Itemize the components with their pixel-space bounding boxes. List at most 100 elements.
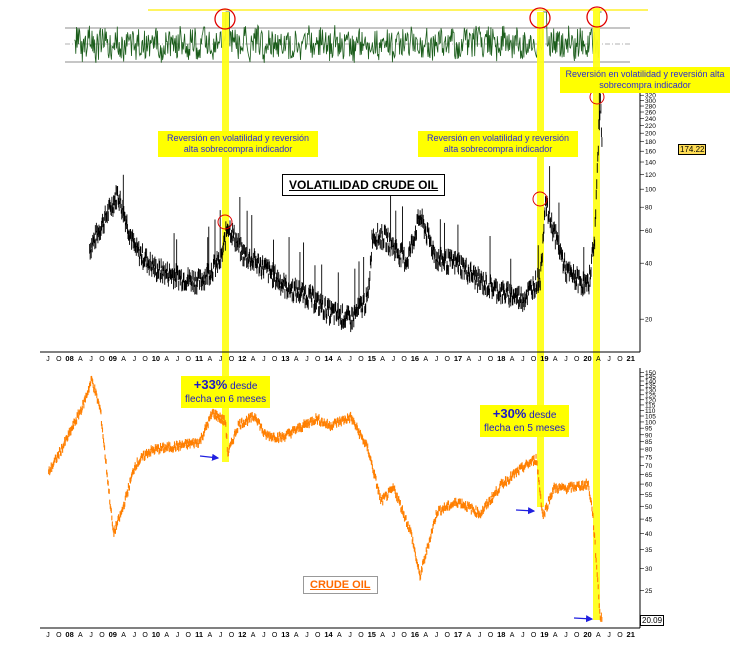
x-tick-label: J xyxy=(305,356,309,363)
x-tick-label: J xyxy=(176,356,180,363)
x-tick-label: A xyxy=(337,632,342,639)
circle-vol-2011 xyxy=(217,214,233,230)
y-tick-label: 85 xyxy=(645,439,653,446)
x-tick-label: O xyxy=(574,356,580,363)
annotation-mid: Reversión en volatilidad y reversión alt… xyxy=(418,131,578,157)
volatility-last-value: 174.22 xyxy=(678,144,707,155)
annotation-top-right-box: Reversión en volatilidad y reversión alt… xyxy=(560,67,730,93)
x-tick-label: 15 xyxy=(368,630,376,639)
x-tick-label: J xyxy=(348,356,352,363)
y-tick-label: 110 xyxy=(645,408,656,415)
x-tick-label: O xyxy=(229,632,235,639)
x-tick-label: 13 xyxy=(281,354,289,363)
x-tick-label: O xyxy=(574,632,580,639)
highlight-bars xyxy=(222,8,600,620)
x-tick-label: A xyxy=(164,356,169,363)
x-tick-label: J xyxy=(89,632,93,639)
x-tick-label: 15 xyxy=(368,354,376,363)
x-tick-label: J xyxy=(219,632,223,639)
x-tick-label: O xyxy=(531,632,537,639)
y-tick-label: 150 xyxy=(645,370,656,377)
x-tick-label: J xyxy=(521,632,525,639)
x-tick-label: J xyxy=(305,632,309,639)
x-tick-label: O xyxy=(142,356,148,363)
circle-indicator-2011 xyxy=(214,8,236,30)
x-tick-label: A xyxy=(423,632,428,639)
circle-indicator-2019 xyxy=(529,7,551,29)
y-tick-label: 95 xyxy=(645,426,653,433)
x-tick-label: 14 xyxy=(324,354,333,363)
x-tick-label: J xyxy=(521,356,525,363)
x-tick-label: A xyxy=(467,632,472,639)
x-tick-label: O xyxy=(56,356,62,363)
x-tick-label: A xyxy=(337,356,342,363)
x-tick-label: J xyxy=(607,632,611,639)
volatility-axis: 20 40 60 80 100 120 140 160 18020022024026028030… xyxy=(40,88,656,363)
x-tick-label: O xyxy=(186,632,192,639)
x-tick-label: A xyxy=(121,356,126,363)
y-tick-label: 135 xyxy=(645,383,656,390)
x-tick-label: A xyxy=(596,632,601,639)
y-tick-label: 120 xyxy=(645,397,656,404)
y-tick-label: 80 xyxy=(645,447,653,454)
x-tick-label: J xyxy=(133,632,137,639)
y-tick-label: 260 xyxy=(645,110,656,117)
y-tick-label: 25 xyxy=(645,588,653,595)
x-tick-label: O xyxy=(358,632,364,639)
volatility-series xyxy=(89,82,603,333)
x-tick-label: J xyxy=(478,356,482,363)
x-tick-label: J xyxy=(435,356,439,363)
x-tick-label: J xyxy=(392,356,396,363)
annotation-mid-text: Reversión en volatilidad y reversión alt… xyxy=(426,133,570,154)
oil-axis: 2530354045505560657075808590951001051101… xyxy=(40,368,656,639)
x-tick-label: 18 xyxy=(497,630,505,639)
x-tick-label: J xyxy=(133,356,137,363)
x-tick-label: 17 xyxy=(454,354,462,363)
x-tick-label: A xyxy=(553,632,558,639)
gain-2019-bold: +30% xyxy=(492,406,527,421)
x-tick-label: 20 xyxy=(583,630,591,639)
entry-arrows xyxy=(199,453,594,623)
x-tick-label: 20 xyxy=(583,354,591,363)
gain-2011-line2: flecha en 6 meses xyxy=(185,394,267,405)
y-tick-label: 130 xyxy=(645,388,656,395)
y-tick-label: 145 xyxy=(645,374,656,381)
x-tick-label: O xyxy=(229,356,235,363)
x-tick-label: A xyxy=(423,356,428,363)
y-tick-label: 45 xyxy=(645,517,653,524)
indicator-panel xyxy=(65,9,648,63)
x-tick-label: J xyxy=(564,356,568,363)
x-tick-label: J xyxy=(46,632,50,639)
x-tick-label: O xyxy=(358,356,364,363)
highlight-bar-2011 xyxy=(222,12,229,462)
y-tick-label: 125 xyxy=(645,392,656,399)
x-tick-label: O xyxy=(142,632,148,639)
x-tick-label: J xyxy=(46,356,50,363)
annotation-top-right-text-2: Reversión en volatilidad y reversión alt… xyxy=(565,69,725,90)
x-tick-label: A xyxy=(78,356,83,363)
x-tick-label: O xyxy=(186,356,192,363)
x-tick-label: 19 xyxy=(540,354,548,363)
y-tick-label: 100 xyxy=(645,187,656,194)
x-tick-label: 09 xyxy=(109,630,117,639)
x-tick-label: 14 xyxy=(324,630,333,639)
x-tick-label: J xyxy=(262,632,266,639)
gain-2011-bold: +33% xyxy=(193,377,228,392)
x-tick-label: 10 xyxy=(152,630,160,639)
reversal-circles xyxy=(214,6,608,230)
gain-annotation-2011: +33% desde flecha en 6 meses xyxy=(181,376,271,408)
y-tick-label: 115 xyxy=(645,402,656,409)
gain-2019-line1: desde xyxy=(529,410,557,421)
x-tick-label: 11 xyxy=(195,354,203,363)
volatility-title: VOLATILIDAD CRUDE OIL xyxy=(282,174,446,196)
x-tick-label: A xyxy=(208,356,213,363)
circle-indicator-2020 xyxy=(586,6,608,28)
arrow-2020 xyxy=(573,615,594,623)
x-tick-label: O xyxy=(401,356,407,363)
y-tick-label: 80 xyxy=(645,205,653,212)
y-tick-label: 35 xyxy=(645,547,653,554)
x-tick-label: O xyxy=(315,356,321,363)
y-tick-label: 220 xyxy=(645,123,656,130)
x-tick-label: O xyxy=(488,356,494,363)
oil-y-ticks: 2530354045505560657075808590951001051101… xyxy=(640,370,656,595)
